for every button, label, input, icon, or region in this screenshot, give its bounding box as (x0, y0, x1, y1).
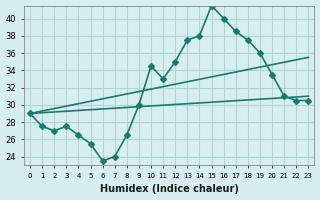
X-axis label: Humidex (Indice chaleur): Humidex (Indice chaleur) (100, 184, 239, 194)
